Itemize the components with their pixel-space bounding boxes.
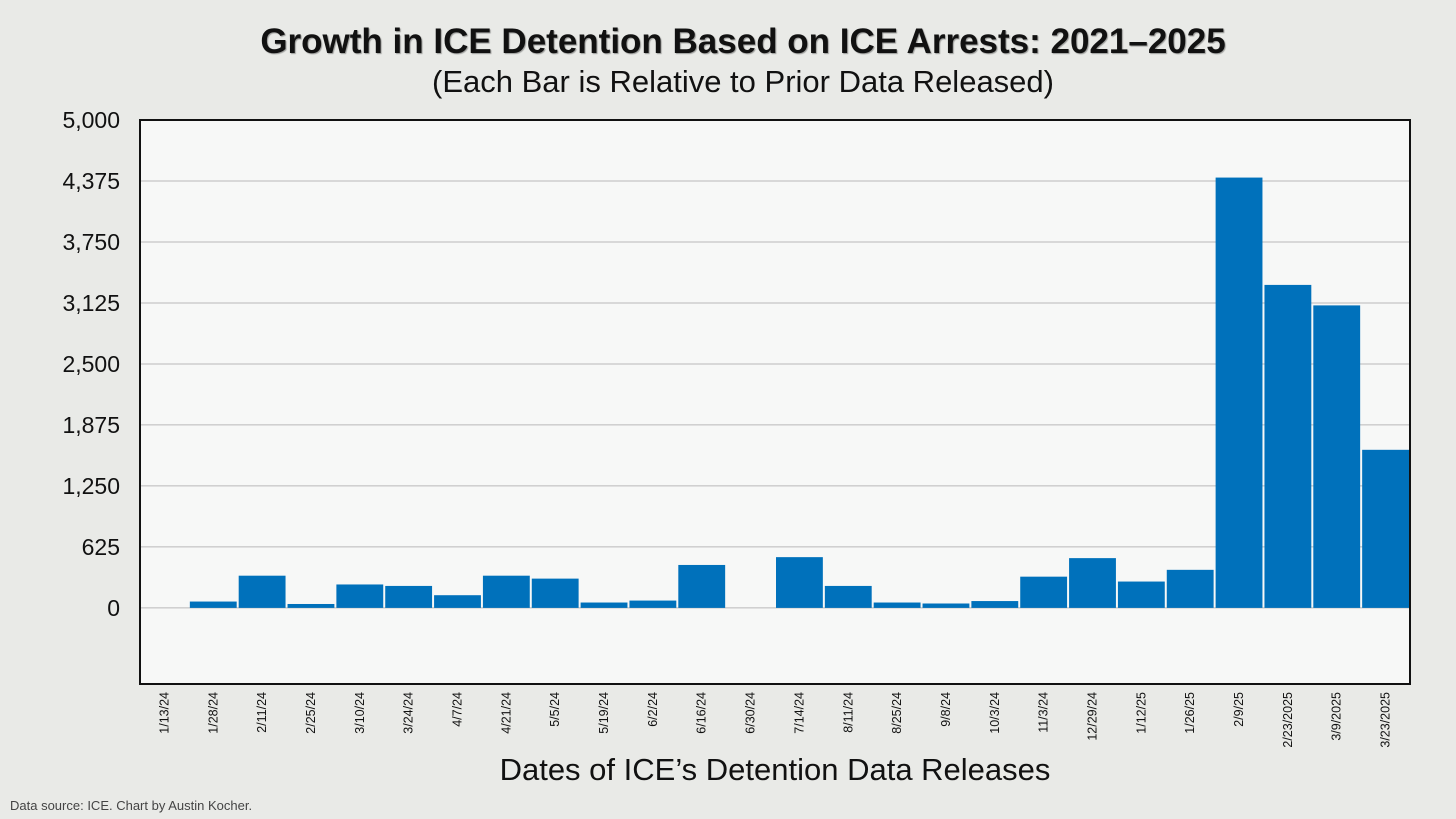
x-tick-label: 1/13/24 bbox=[157, 692, 171, 734]
x-tick-label: 3/24/24 bbox=[402, 692, 416, 734]
bar-3-9-2025 bbox=[1313, 305, 1361, 608]
chart-title: Growth in ICE Detention Based on ICE Arr… bbox=[260, 22, 1226, 61]
y-tick-label: 0 bbox=[107, 595, 120, 621]
x-tick-label: 1/28/24 bbox=[206, 692, 220, 734]
x-tick-label: 5/5/24 bbox=[548, 692, 562, 727]
bar-1-28-24 bbox=[189, 601, 237, 608]
bar-2-11-24 bbox=[238, 575, 286, 608]
bar-2-23-2025 bbox=[1264, 284, 1312, 608]
bar-6-2-24 bbox=[629, 600, 677, 608]
x-tick-label: 6/2/24 bbox=[646, 692, 660, 727]
bar-8-11-24 bbox=[824, 585, 872, 608]
y-axis-ticks: 0 625 1,250 1,875 2,500 3,125 3,750 4,375 5,000 bbox=[62, 107, 120, 621]
x-tick-label: 7/14/24 bbox=[792, 692, 806, 734]
y-tick-label: 2,500 bbox=[62, 351, 120, 377]
y-tick-label: 1,875 bbox=[62, 412, 120, 438]
x-tick-label: 10/3/24 bbox=[988, 692, 1002, 734]
source-note: Data source: ICE. Chart by Austin Kocher… bbox=[10, 798, 253, 813]
x-tick-label: 2/23/2025 bbox=[1281, 692, 1295, 748]
x-axis-ticks: 1/13/24 1/28/24 2/11/24 2/25/24 3/10/24 3/24/… bbox=[157, 692, 1392, 748]
x-tick-label: 4/21/24 bbox=[499, 692, 513, 734]
x-tick-label: 4/7/24 bbox=[451, 692, 465, 727]
bars bbox=[189, 177, 1409, 608]
x-tick-label: 6/30/24 bbox=[744, 692, 758, 734]
x-tick-label: 11/3/24 bbox=[1037, 692, 1051, 733]
x-tick-label: 3/10/24 bbox=[353, 692, 367, 734]
bar-1-12-25 bbox=[1117, 581, 1165, 608]
bar-5-5-24 bbox=[531, 578, 579, 608]
bar-11-3-24 bbox=[1020, 576, 1068, 608]
bar-3-23-2025 bbox=[1362, 449, 1409, 608]
bar-4-7-24 bbox=[434, 595, 481, 608]
y-tick-label: 625 bbox=[82, 534, 120, 560]
x-tick-label: 2/11/24 bbox=[255, 692, 269, 733]
bar-2-9-25 bbox=[1215, 177, 1263, 608]
y-tick-label: 5,000 bbox=[62, 107, 120, 133]
bar-6-16-24 bbox=[678, 564, 726, 608]
x-tick-label: 8/11/24 bbox=[841, 692, 855, 733]
chart-subtitle: (Each Bar is Relative to Prior Data Rele… bbox=[432, 64, 1054, 99]
x-tick-label: 2/9/25 bbox=[1232, 692, 1246, 727]
bar-8-25-24 bbox=[873, 602, 921, 608]
y-tick-label: 3,750 bbox=[62, 229, 120, 255]
x-tick-label: 2/25/24 bbox=[304, 692, 318, 734]
bar-9-8-24 bbox=[922, 603, 970, 608]
bar-4-21-24 bbox=[482, 575, 530, 608]
y-tick-label: 3,125 bbox=[62, 290, 120, 316]
x-tick-label: 1/26/25 bbox=[1183, 692, 1197, 734]
bar-1-26-25 bbox=[1166, 569, 1214, 608]
x-tick-label: 8/25/24 bbox=[890, 692, 904, 734]
x-tick-label: 9/8/24 bbox=[939, 692, 953, 727]
x-tick-label: 3/23/2025 bbox=[1379, 692, 1393, 748]
y-tick-label: 4,375 bbox=[62, 168, 120, 194]
y-tick-label: 1,250 bbox=[62, 473, 120, 499]
x-tick-label: 6/16/24 bbox=[695, 692, 709, 734]
bar-10-3-24 bbox=[971, 601, 1019, 608]
x-tick-label: 5/19/24 bbox=[597, 692, 611, 734]
bar-3-24-24 bbox=[385, 585, 433, 608]
bar-3-10-24 bbox=[336, 584, 384, 608]
bar-5-19-24 bbox=[580, 602, 628, 608]
bar-7-14-24 bbox=[776, 557, 823, 608]
x-axis-label: Dates of ICE’s Detention Data Releases bbox=[499, 752, 1051, 787]
x-tick-label: 12/29/24 bbox=[1086, 692, 1100, 741]
bar-2-25-24 bbox=[287, 603, 335, 608]
bar-12-29-24 bbox=[1069, 558, 1116, 608]
plot-border bbox=[139, 119, 1411, 685]
x-tick-label: 3/9/2025 bbox=[1330, 692, 1344, 741]
x-tick-label: 1/12/25 bbox=[1134, 692, 1148, 734]
